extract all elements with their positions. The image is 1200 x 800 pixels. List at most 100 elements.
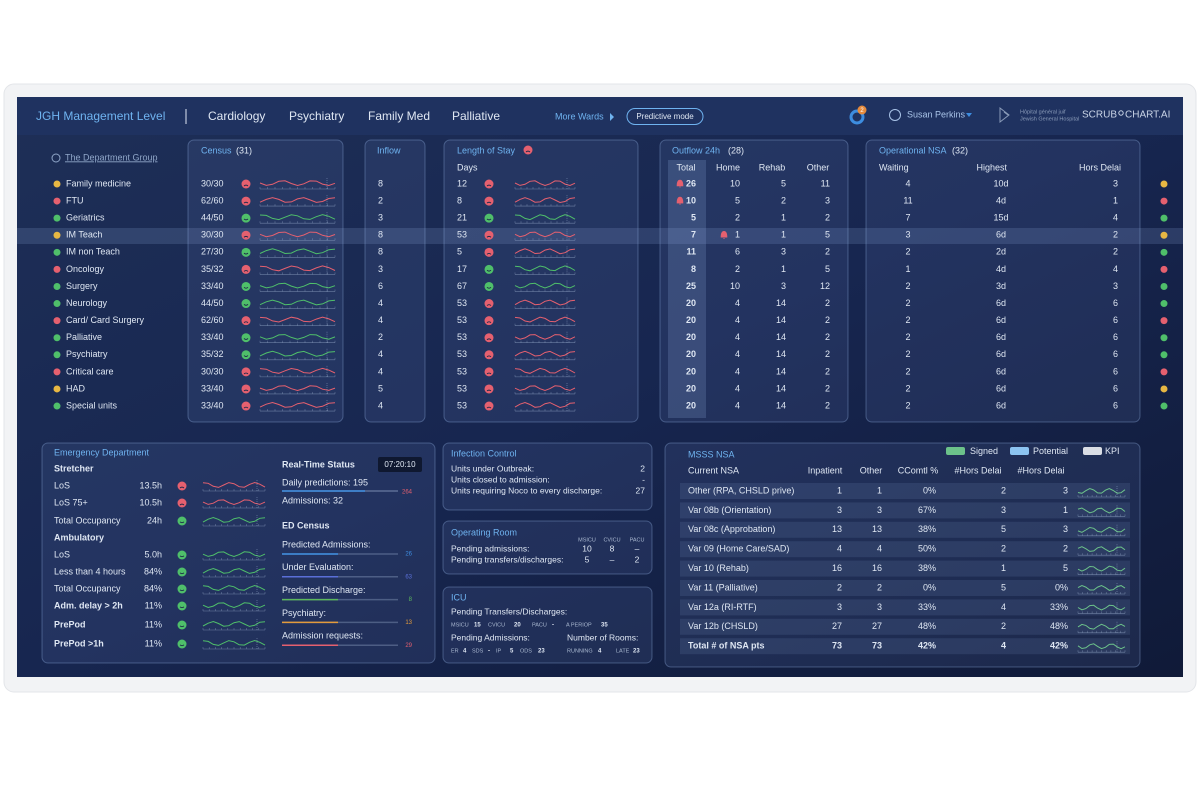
department-icon-right bbox=[1160, 334, 1168, 342]
ward-tab[interactable]: Cardiology bbox=[208, 109, 265, 123]
department-name[interactable]: Geriatrics bbox=[66, 213, 105, 223]
department-name[interactable]: IM non Teach bbox=[66, 247, 120, 257]
inflow-panel bbox=[364, 139, 426, 423]
status-face bbox=[243, 270, 249, 272]
outflow-value: 14 bbox=[776, 315, 786, 325]
department-group-link[interactable]: The Department Group bbox=[65, 152, 158, 162]
predictive-button[interactable] bbox=[626, 108, 704, 125]
status-icon bbox=[177, 584, 187, 594]
status-face bbox=[486, 389, 492, 392]
nsa-value: 2 bbox=[905, 366, 910, 376]
nsa-value: 6 bbox=[1113, 383, 1118, 393]
metric-label: LoS bbox=[54, 480, 70, 490]
sparkline bbox=[514, 299, 576, 306]
los-value: 53 bbox=[457, 383, 467, 393]
table-value: 5 bbox=[1001, 524, 1006, 534]
nsa-value: 2 bbox=[905, 383, 910, 393]
status-icon bbox=[484, 264, 494, 274]
table-value: 3 bbox=[877, 505, 882, 515]
nsa-value: 6 bbox=[1113, 315, 1118, 325]
metric-value: 5 bbox=[585, 554, 590, 564]
section-header: Ambulatory bbox=[54, 532, 104, 542]
los-value: 67 bbox=[457, 281, 467, 291]
sparkline bbox=[259, 214, 336, 221]
outflow-value: 4 bbox=[735, 349, 740, 359]
outflow-value: 4 bbox=[735, 315, 740, 325]
ward-tab[interactable]: Family Med bbox=[368, 109, 430, 123]
status-icon bbox=[241, 333, 251, 343]
outflow-value: 8 bbox=[691, 264, 696, 274]
department-name[interactable]: Neurology bbox=[66, 298, 108, 308]
los-value: 17 bbox=[457, 264, 467, 274]
census-value: 33/40 bbox=[201, 400, 224, 410]
metric-label: Pending admissions: bbox=[451, 543, 529, 553]
status-face bbox=[179, 503, 185, 506]
status-icon bbox=[241, 196, 251, 206]
alert-icon bbox=[676, 179, 684, 188]
item-label: CVICU bbox=[488, 622, 505, 628]
nsa-value: 3d bbox=[996, 281, 1006, 291]
department-name[interactable]: Surgery bbox=[66, 281, 98, 291]
status-icon bbox=[484, 384, 494, 394]
notification-icon[interactable] bbox=[849, 109, 865, 125]
department-icon bbox=[53, 368, 61, 376]
table-value: 13 bbox=[832, 524, 842, 534]
department-name[interactable]: Critical care bbox=[66, 366, 114, 376]
nsa-value: 2 bbox=[1113, 247, 1118, 257]
outflow-value: 14 bbox=[776, 366, 786, 376]
census-label: Under Evaluation: bbox=[282, 562, 354, 572]
status-icon bbox=[241, 384, 251, 394]
nsa-value: 2 bbox=[905, 332, 910, 342]
sparkline bbox=[514, 316, 576, 323]
total-column bbox=[668, 160, 706, 418]
department-name[interactable]: HAD bbox=[66, 383, 86, 393]
status-face bbox=[486, 372, 492, 375]
ward-tab[interactable]: Palliative bbox=[452, 109, 500, 123]
department-icon-right bbox=[1160, 385, 1168, 393]
sparkline bbox=[514, 334, 576, 340]
legend-swatch bbox=[1010, 447, 1029, 455]
outflow-value: 5 bbox=[825, 230, 830, 240]
department-name[interactable]: Family medicine bbox=[66, 178, 131, 188]
sparkline bbox=[259, 231, 336, 238]
more-wards[interactable]: More Wards bbox=[555, 111, 604, 121]
table-value: 48% bbox=[918, 621, 936, 631]
department-name[interactable]: Oncology bbox=[66, 264, 105, 274]
outflow-value: 20 bbox=[686, 383, 696, 393]
metric-value: – bbox=[610, 554, 615, 564]
status-icon bbox=[241, 281, 251, 291]
outflow-value: 2 bbox=[825, 400, 830, 410]
department-name[interactable]: FTU bbox=[66, 195, 84, 205]
nsa-value: 1 bbox=[905, 264, 910, 274]
department-name[interactable]: Palliative bbox=[66, 332, 102, 342]
outflow-value: 2 bbox=[735, 213, 740, 223]
census-value: 30/30 bbox=[201, 178, 224, 188]
metric-label: PrePod >1h bbox=[54, 638, 104, 648]
sparkline bbox=[514, 180, 576, 187]
status-icon bbox=[177, 498, 187, 508]
nsa-value: 6 bbox=[1113, 366, 1118, 376]
sparkline bbox=[202, 481, 266, 488]
status-icon bbox=[177, 639, 187, 649]
user-name[interactable]: Susan Perkins bbox=[907, 109, 966, 119]
status-face bbox=[179, 606, 185, 609]
sparkline bbox=[259, 316, 336, 323]
department-name[interactable]: Card/ Card Surgery bbox=[66, 315, 145, 325]
department-name[interactable]: IM Teach bbox=[66, 230, 102, 240]
sparkline bbox=[259, 197, 336, 203]
department-name[interactable]: Psychiatry bbox=[66, 349, 108, 359]
status-face bbox=[243, 184, 249, 187]
sparkline bbox=[514, 367, 576, 374]
nsa-value: 6 bbox=[1113, 332, 1118, 342]
table-label: Other (RPA, CHSLD prive) bbox=[688, 485, 794, 495]
predictive-button-label[interactable]: Predictive mode bbox=[636, 112, 694, 121]
ward-tab[interactable]: Psychiatry bbox=[289, 109, 344, 123]
department-name[interactable]: Special units bbox=[66, 400, 118, 410]
outflow-value: 2 bbox=[735, 264, 740, 274]
census-label: Admission requests: bbox=[282, 631, 363, 641]
outflow-value: 20 bbox=[686, 349, 696, 359]
sparkline bbox=[1077, 487, 1126, 494]
census-bar-label: 8 bbox=[409, 597, 413, 603]
status-face bbox=[243, 304, 249, 306]
sparkline bbox=[1077, 584, 1126, 591]
